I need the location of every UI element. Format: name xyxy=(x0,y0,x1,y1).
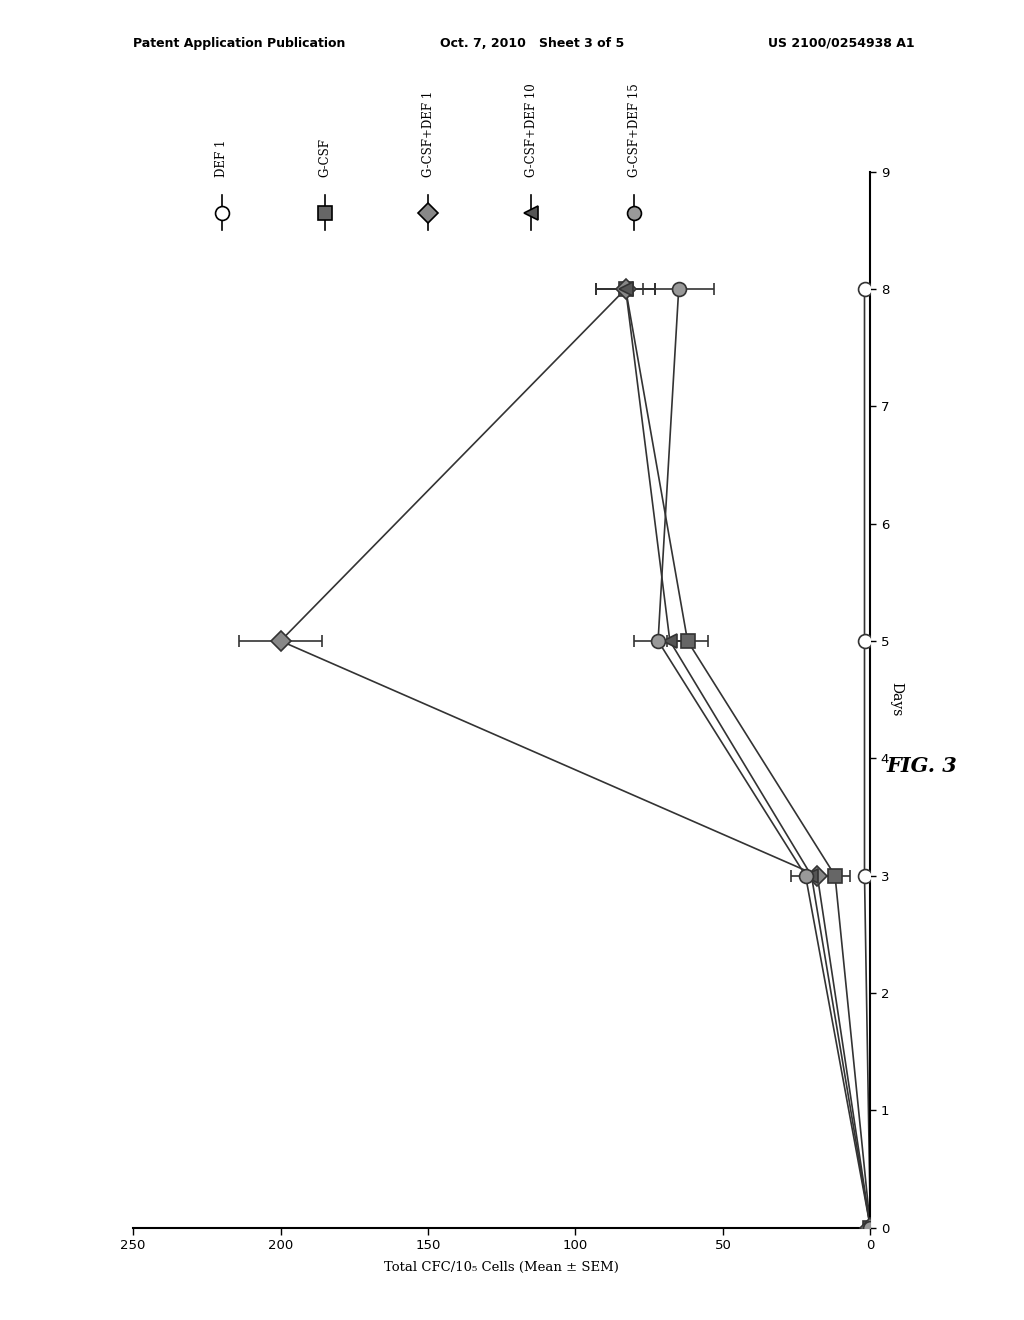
Text: G-CSF+DEF 1: G-CSF+DEF 1 xyxy=(422,91,434,177)
Text: G-CSF+DEF 15: G-CSF+DEF 15 xyxy=(628,83,641,177)
Text: US 2100/0254938 A1: US 2100/0254938 A1 xyxy=(768,37,914,50)
X-axis label: Total CFC/10₅ Cells (Mean ± SEM): Total CFC/10₅ Cells (Mean ± SEM) xyxy=(384,1261,620,1274)
Text: G-CSF+DEF 10: G-CSF+DEF 10 xyxy=(524,83,538,177)
Text: G-CSF: G-CSF xyxy=(318,139,332,177)
Y-axis label: Days: Days xyxy=(889,682,903,717)
Text: FIG. 3: FIG. 3 xyxy=(886,755,957,776)
Text: Patent Application Publication: Patent Application Publication xyxy=(133,37,345,50)
Text: DEF 1: DEF 1 xyxy=(215,140,228,177)
Text: Oct. 7, 2010   Sheet 3 of 5: Oct. 7, 2010 Sheet 3 of 5 xyxy=(440,37,625,50)
